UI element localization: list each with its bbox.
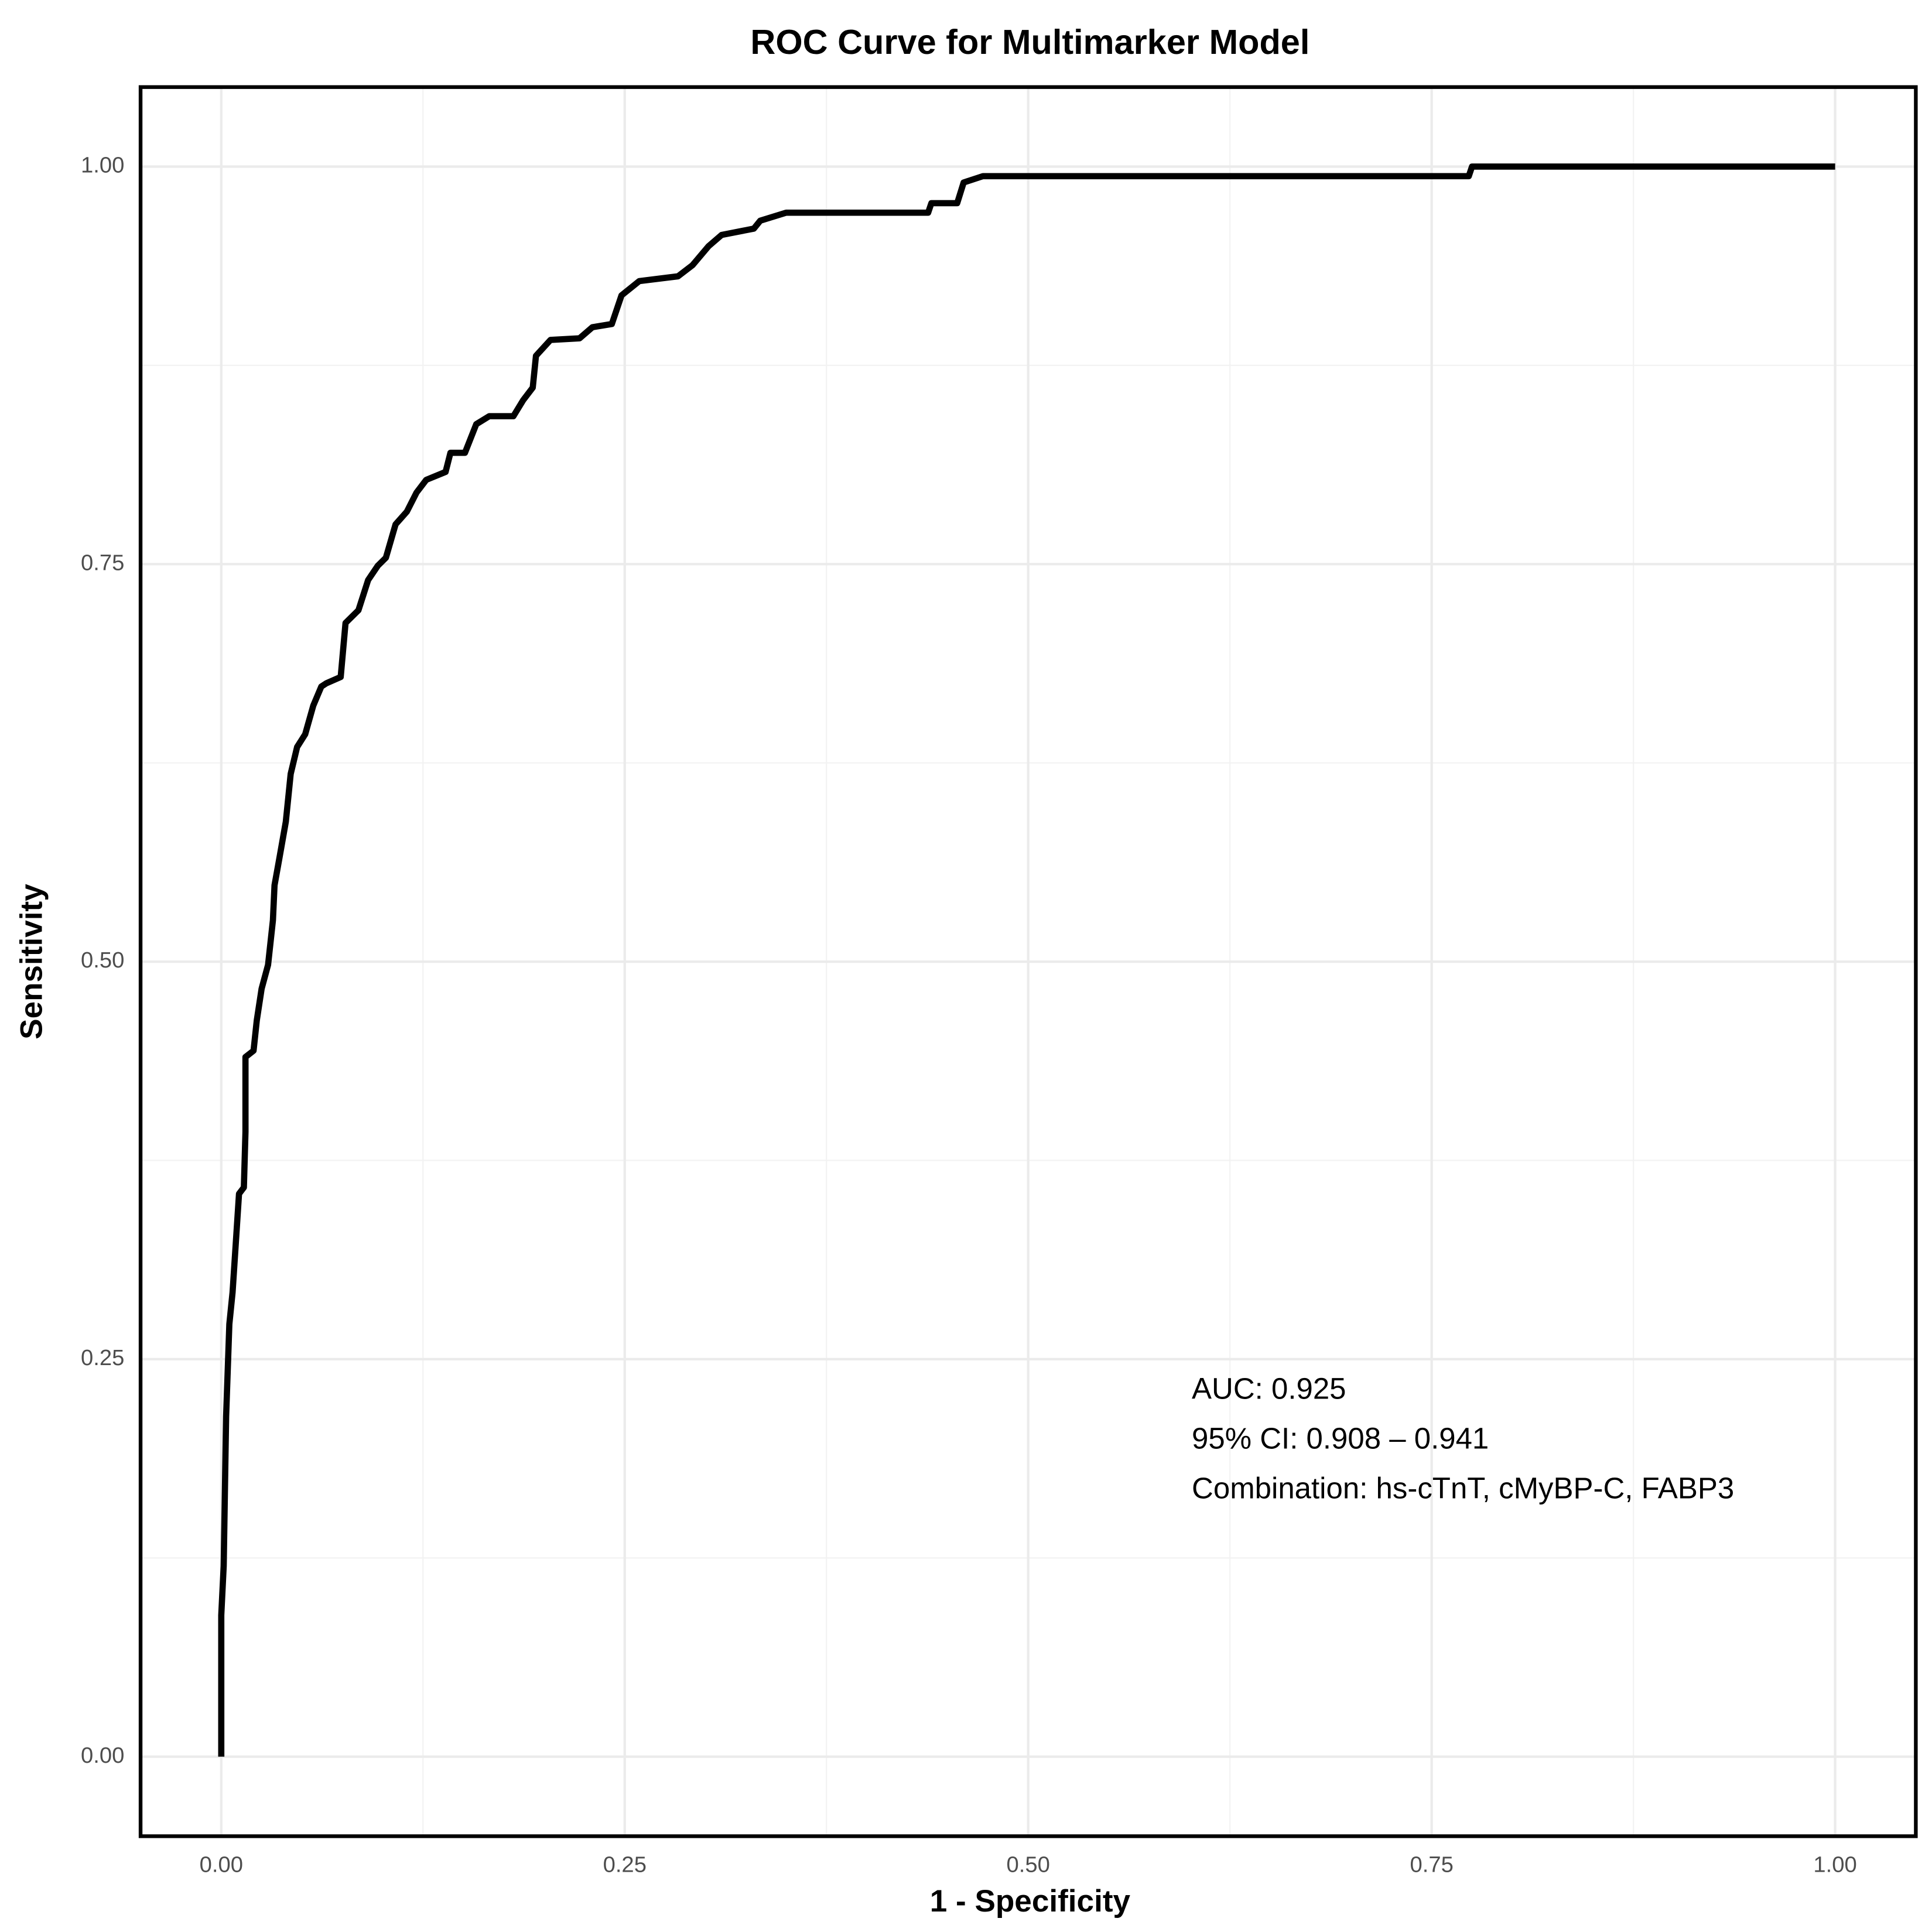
annotation: Combination: hs-cTnT, cMyBP-C, FABP3 — [1192, 1471, 1734, 1504]
y-axis-title: Sensitivity — [14, 884, 49, 1039]
x-tick-label: 1.00 — [1813, 1852, 1856, 1878]
y-tick-label: 0.50 — [81, 948, 124, 973]
x-tick-label: 0.25 — [603, 1852, 647, 1878]
y-tick-label: 0.75 — [81, 550, 124, 575]
annotation: 95% CI: 0.908 – 0.941 — [1192, 1421, 1489, 1455]
y-tick-label: 0.25 — [81, 1345, 124, 1370]
x-tick-label: 0.00 — [200, 1852, 243, 1878]
roc-curve — [218, 163, 1835, 1757]
plot-area — [218, 163, 1835, 1757]
panel-border — [138, 85, 1918, 1838]
x-axis-title: 1 - Specificity — [930, 1884, 1131, 1919]
chart-title: ROC Curve for Multimarker Model — [750, 22, 1309, 61]
annotation: AUC: 0.925 — [1192, 1372, 1346, 1405]
x-tick-label: 0.75 — [1410, 1852, 1453, 1878]
x-tick-label: 0.50 — [1007, 1852, 1050, 1878]
y-tick-label: 1.00 — [81, 153, 124, 178]
grid — [141, 87, 1916, 1837]
y-tick-label: 0.00 — [81, 1743, 124, 1768]
